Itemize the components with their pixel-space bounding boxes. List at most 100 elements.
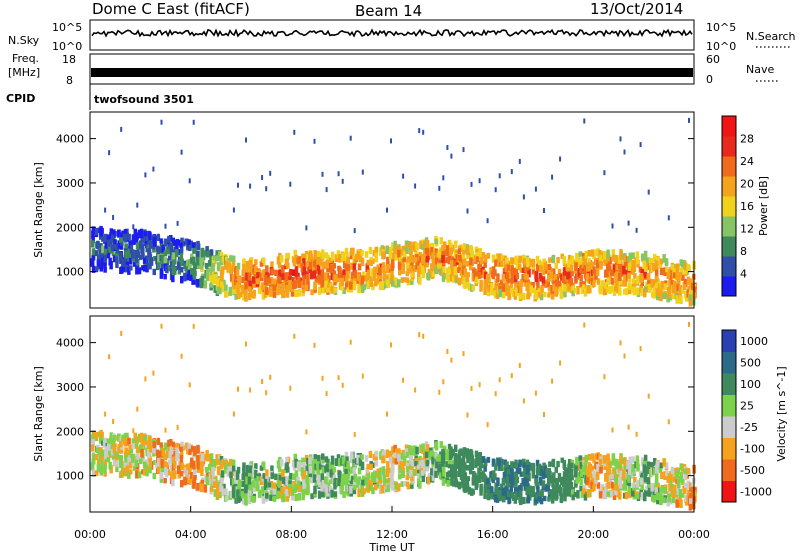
power-cell — [489, 286, 494, 296]
velocity-cell — [635, 431, 638, 437]
power-cell — [102, 236, 107, 244]
velocity-cell — [539, 498, 544, 505]
power-cell — [369, 280, 373, 287]
power-cell — [655, 267, 659, 275]
power-cell — [668, 279, 672, 288]
power-cell — [414, 183, 417, 189]
power-cell — [351, 271, 355, 280]
power-cell — [682, 284, 687, 290]
power-cell — [446, 276, 450, 283]
power-cell — [663, 283, 668, 290]
velocity-cell — [592, 470, 596, 478]
power-cell — [576, 253, 581, 262]
power-cell — [297, 289, 302, 297]
velocity-cell — [131, 438, 136, 446]
velocity-cell — [240, 490, 245, 499]
power-cell — [430, 264, 434, 272]
velocity-cell — [188, 448, 192, 456]
velocity-cell — [397, 453, 401, 462]
velocity-cell — [173, 450, 177, 459]
velocity-cell — [423, 456, 427, 464]
velocity-cell — [553, 490, 558, 500]
velocity-cell — [469, 448, 473, 457]
power-cell — [650, 258, 654, 265]
power-cell — [349, 281, 353, 290]
power-cell — [442, 175, 445, 181]
power-cell — [291, 282, 296, 289]
velocity-cell — [257, 489, 262, 498]
velocity-cell — [252, 468, 256, 478]
velocity-cell — [686, 480, 691, 489]
power-cell — [192, 119, 195, 125]
power-cell — [635, 227, 638, 233]
power-cell — [442, 272, 447, 279]
velocity-cell — [236, 466, 241, 474]
velocity-cell — [462, 447, 467, 454]
power-cell — [606, 249, 610, 258]
power-cell — [421, 270, 425, 279]
power-cell — [548, 288, 552, 295]
velocity-cell — [679, 463, 683, 471]
velocity-cell — [675, 499, 679, 508]
power-cell — [546, 279, 550, 287]
velocity-cell — [274, 473, 278, 481]
velocity-cell — [567, 487, 571, 495]
velocity-cell — [554, 466, 558, 473]
power-cell — [124, 264, 129, 273]
power-cell — [655, 256, 660, 264]
velocity-cell — [115, 460, 119, 467]
power-cell — [261, 257, 266, 264]
power-cell — [402, 173, 405, 179]
velocity-cell — [611, 486, 615, 494]
power-cell — [608, 256, 612, 265]
power-cell — [352, 275, 357, 285]
velocity-cell — [439, 441, 443, 449]
velocity-cell — [494, 488, 498, 496]
power-cell — [454, 273, 458, 279]
velocity-cell — [297, 485, 302, 492]
velocity-cell — [667, 419, 670, 425]
power-cell — [301, 285, 306, 294]
velocity-cell — [160, 459, 165, 468]
velocity-cell — [97, 431, 101, 437]
power-cell — [419, 240, 423, 250]
velocity-cell — [457, 452, 461, 458]
power-cell — [390, 279, 395, 287]
power-cell — [402, 257, 407, 263]
power-cell — [618, 287, 622, 296]
velocity-cell — [462, 467, 466, 474]
power-colorbar-swatches — [722, 116, 736, 297]
velocity-cell — [368, 450, 373, 458]
power-cell — [242, 263, 246, 273]
power-cell — [506, 264, 510, 273]
velocity-cell — [369, 484, 373, 491]
power-cell — [241, 269, 245, 277]
velocity-cell — [664, 462, 669, 469]
velocity-cell — [255, 485, 260, 492]
power-cell — [618, 272, 622, 282]
power-cell — [344, 247, 349, 256]
velocity-cell — [230, 477, 234, 486]
power-cell — [272, 283, 276, 291]
velocity-cell — [438, 467, 442, 475]
velocity-cell — [102, 440, 107, 448]
velocity-cell — [108, 461, 112, 470]
power-cell — [644, 262, 648, 271]
velocity-cell — [374, 450, 379, 457]
power-cell — [423, 252, 427, 260]
velocity-cell — [369, 463, 373, 470]
velocity-cell — [430, 468, 434, 476]
velocity-cell — [321, 490, 326, 498]
power-cell — [570, 285, 575, 294]
power-cell — [686, 264, 690, 270]
velocity-cell — [643, 454, 648, 462]
velocity-cell — [547, 467, 551, 474]
power-y-axis-label: Slant Range [km] — [32, 162, 45, 258]
power-cell — [590, 261, 595, 268]
velocity-cell — [541, 473, 546, 480]
power-cell — [372, 270, 377, 279]
power-cell — [232, 207, 235, 213]
velocity-cell — [514, 480, 518, 487]
power-cell — [534, 186, 537, 192]
